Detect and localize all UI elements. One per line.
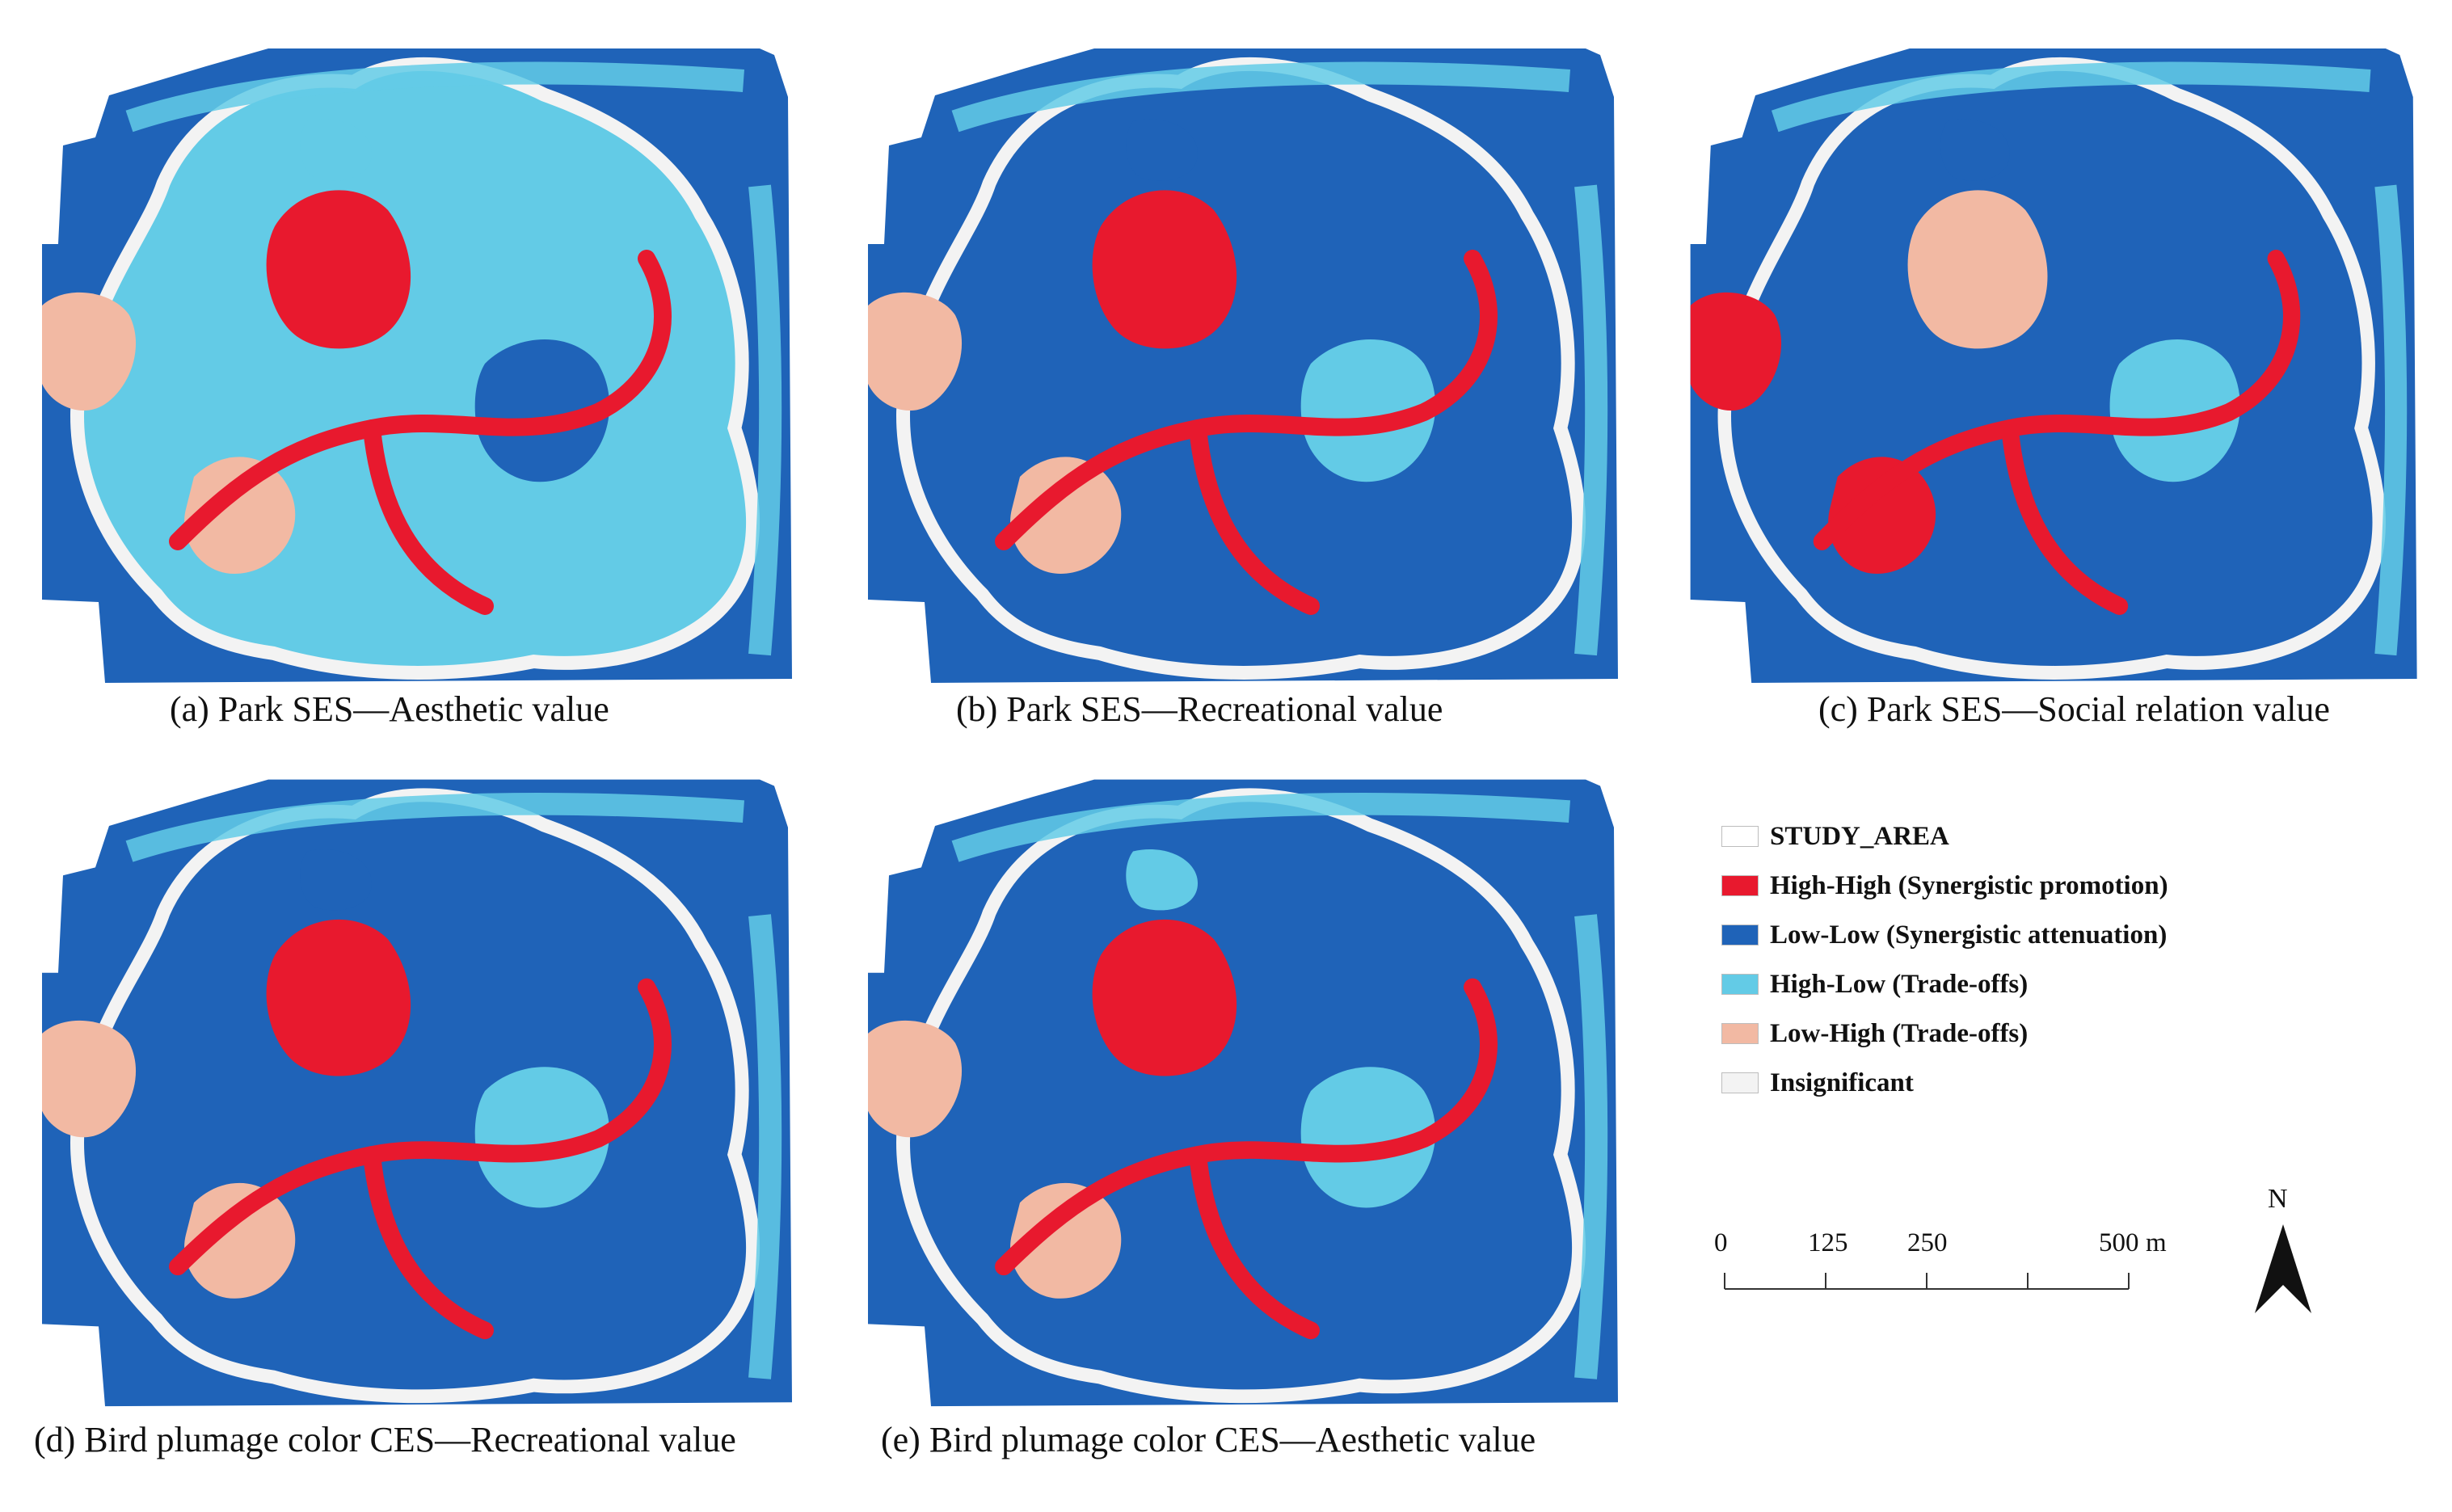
legend-item-insignificant: Insignificant (1721, 1067, 1914, 1099)
map-c (1690, 48, 2417, 683)
cluster-zone-high-low (1300, 339, 1436, 482)
cluster-zone-low-high (184, 1182, 296, 1299)
map-e (868, 779, 1618, 1407)
caption-b: (b) Park SES—Recreational value (956, 689, 1443, 729)
caption-a: (a) Park SES—Aesthetic value (170, 689, 609, 729)
legend-label: STUDY_AREA (1770, 821, 1949, 851)
cluster-edge-high-low (1771, 61, 2408, 656)
cluster-corridor-high-high (995, 250, 1498, 615)
map-panel-e (858, 756, 1634, 1418)
legend-label: Low-Low (Synergistic attenuation) (1770, 920, 2168, 950)
cluster-zone-low-low (1126, 119, 1198, 181)
legend-label: Low-High (Trade-offs) (1770, 1018, 2029, 1048)
legend-swatch (1721, 924, 1759, 946)
scale-tick-label: 0 (1714, 1228, 1728, 1257)
scale-unit: m (2146, 1228, 2167, 1257)
scale-tick-label: 125 (1808, 1228, 1848, 1257)
cluster-zone-high-high (1092, 190, 1237, 349)
caption-e: (e) Bird plumage color CES—Aesthetic val… (881, 1420, 1536, 1459)
map-d (42, 779, 792, 1407)
cluster-zone-high-low (474, 1067, 610, 1208)
cluster-edge-high-low (125, 61, 782, 656)
legend-item-low-high: Low-High (Trade-offs) (1721, 1017, 2028, 1050)
legend-swatch (1721, 1072, 1759, 1093)
cluster-zone-high-low (1300, 1067, 1436, 1208)
cluster-zone-high-low (300, 119, 372, 181)
north-arrow: N (2239, 1184, 2328, 1329)
legend-label: High-High (Synergistic promotion) (1770, 870, 2168, 900)
north-arrow-icon (2255, 1224, 2311, 1313)
scale-tick-label: 250 (1907, 1228, 1948, 1257)
cluster-zone-low-high (1010, 1182, 1122, 1299)
cluster-zone-high-low (2109, 339, 2240, 482)
cluster-zone-high-high (1092, 919, 1237, 1076)
cluster-zone-low-high (868, 1020, 962, 1138)
cluster-zone-high-high (1828, 457, 1936, 574)
legend-label: Insignificant (1770, 1068, 1914, 1097)
cluster-zone-low-high (184, 457, 296, 574)
map-panel-b (858, 24, 1634, 695)
map-panel-d (32, 756, 808, 1418)
cluster-zone-low-low (474, 339, 610, 482)
cluster-corridor-high-high (169, 250, 672, 615)
cluster-edge-high-low (125, 793, 782, 1379)
cluster-zone-low-low (1940, 119, 2010, 181)
legend-swatch (1721, 875, 1759, 896)
cluster-zone-low-high (1010, 457, 1122, 574)
north-label: N (2268, 1184, 2288, 1214)
cluster-edge-high-low (951, 793, 1608, 1379)
cluster-zone-high-high (266, 919, 411, 1076)
cluster-zone-low-high (1907, 190, 2048, 349)
legend-item-high-high: High-High (Synergistic promotion) (1721, 870, 2168, 902)
legend-item-study-area: STUDY_AREA (1721, 820, 1949, 853)
scale-bar: 0 125 250 500 m (1714, 1228, 2174, 1317)
map-panel-c (1681, 24, 2433, 695)
cluster-zone-high-high (266, 190, 411, 349)
cluster-corridor-high-high (995, 978, 1498, 1340)
legend-item-low-low: Low-Low (Synergistic attenuation) (1721, 919, 2167, 951)
scale-bar-line (1724, 1273, 2130, 1290)
cluster-corridor-high-high (1813, 250, 2301, 615)
cluster-zone-high-low (1126, 849, 1198, 911)
caption-c: (c) Park SES—Social relation value (1818, 689, 2330, 729)
cluster-edge-high-low (951, 61, 1608, 656)
legend-swatch (1721, 974, 1759, 995)
cluster-zone-high-high (1690, 292, 1781, 411)
cluster-zone-low-high (868, 292, 962, 411)
map-a (42, 48, 792, 683)
map-b (868, 48, 1618, 683)
caption-d: (d) Bird plumage color CES—Recreational … (34, 1420, 736, 1459)
cluster-corridor-high-high (169, 978, 672, 1340)
map-panel-a (32, 24, 808, 695)
legend-swatch (1721, 1023, 1759, 1044)
cluster-zone-low-high (42, 1020, 136, 1138)
legend-item-high-low: High-Low (Trade-offs) (1721, 968, 2028, 1000)
legend-label: High-Low (Trade-offs) (1770, 969, 2029, 999)
cluster-zone-low-low (300, 849, 372, 911)
cluster-zone-low-high (42, 292, 136, 411)
legend-swatch (1721, 826, 1759, 847)
scale-tick-label: 500 (2099, 1228, 2139, 1257)
